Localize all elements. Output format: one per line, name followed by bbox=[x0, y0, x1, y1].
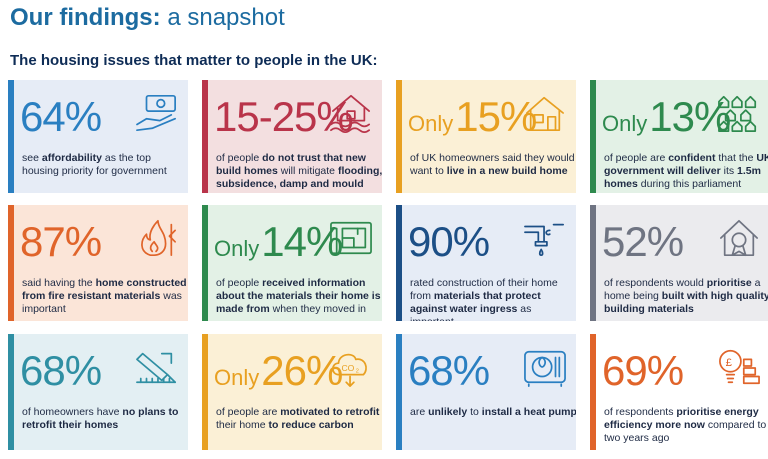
page-title: Our findings: a snapshot bbox=[10, 4, 285, 32]
svg-text:£: £ bbox=[726, 357, 733, 369]
energy-bulb-icon: £ bbox=[714, 346, 764, 388]
stat-value: Only14% bbox=[214, 218, 343, 270]
stat-value: 87% bbox=[20, 218, 102, 265]
title-sub: a snapshot bbox=[160, 4, 285, 31]
stat-description: of respondents would prioritise a home b… bbox=[604, 277, 768, 315]
stat-description: are unlikely to install a heat pump bbox=[410, 406, 576, 418]
stat-description: of people are confident that the UK gove… bbox=[604, 152, 768, 190]
leaking-pipe-icon bbox=[520, 217, 570, 259]
stat-number: 68% bbox=[408, 347, 490, 394]
stat-number: 64% bbox=[20, 93, 102, 140]
stat-prefix: Only bbox=[408, 111, 454, 136]
stat-number: 69% bbox=[602, 347, 684, 394]
stat-value: 64% bbox=[20, 93, 102, 140]
stat-card: 52% of respondents would prioritise a hom… bbox=[590, 205, 768, 321]
co2-cloud-icon: CO 2 bbox=[326, 346, 376, 388]
stat-value: 90% bbox=[408, 218, 490, 265]
svg-text:2: 2 bbox=[356, 369, 359, 375]
stat-card: 64% see affordability as the top housing … bbox=[8, 80, 188, 193]
stat-number: 68% bbox=[20, 347, 102, 394]
stat-card: 69% £ of respondents prioritise energy eff… bbox=[590, 334, 768, 450]
award-house-icon bbox=[714, 217, 764, 259]
stat-card: Only13% of people are confident that the … bbox=[590, 80, 768, 193]
stat-prefix: Only bbox=[214, 236, 260, 261]
stat-value: 52% bbox=[602, 218, 684, 265]
blueprint-icon bbox=[326, 217, 376, 259]
stat-card: 15-25% of people do not trust that new bu… bbox=[202, 80, 382, 193]
fire-icon bbox=[132, 217, 182, 259]
stat-prefix: Only bbox=[214, 365, 260, 390]
stat-card: 68% are unlikely to install a heat pump bbox=[396, 334, 576, 450]
stat-number: 14% bbox=[261, 218, 343, 265]
stat-card: Only15% of UK homeowners said they would … bbox=[396, 80, 576, 193]
saw-icon bbox=[132, 346, 182, 388]
stat-value: Only15% bbox=[408, 93, 537, 145]
stat-value: Only13% bbox=[602, 93, 731, 145]
stat-number: 52% bbox=[602, 218, 684, 265]
stat-number: 90% bbox=[408, 218, 490, 265]
stat-description: of UK homeowners said they would want to… bbox=[410, 152, 575, 177]
section-subtitle: The housing issues that matter to people… bbox=[10, 52, 378, 69]
stat-number: 15% bbox=[455, 93, 537, 140]
stat-description: of people are motivated to retrofit thei… bbox=[216, 406, 380, 431]
house-icon bbox=[520, 92, 570, 134]
stat-number: 26% bbox=[261, 347, 343, 394]
heat-pump-icon bbox=[520, 346, 570, 388]
stat-description: rated construction of their home from ma… bbox=[410, 277, 558, 321]
svg-text:CO: CO bbox=[341, 363, 354, 373]
stat-card: 68% of homeowners have no plans to retrof… bbox=[8, 334, 188, 450]
stat-card: Only14% of people received information ab… bbox=[202, 205, 382, 321]
flooded-house-icon bbox=[326, 92, 376, 134]
stat-number: 13% bbox=[649, 93, 731, 140]
stat-card: Only26% CO 2 of people are motivated to ret… bbox=[202, 334, 382, 450]
stat-description: said having the home constructed from fi… bbox=[22, 277, 187, 315]
stat-card: 87% said having the home constructed from… bbox=[8, 205, 188, 321]
stat-number: 87% bbox=[20, 218, 102, 265]
stat-description: of homeowners have no plans to retrofit … bbox=[22, 406, 179, 431]
title-main: Our findings: bbox=[10, 4, 161, 31]
money-hand-icon bbox=[132, 92, 182, 134]
stat-card: 90% rated construction of their home from… bbox=[396, 205, 576, 321]
houses-grid-icon bbox=[714, 92, 764, 134]
stat-description: of people do not trust that new build ho… bbox=[216, 152, 382, 190]
stat-prefix: Only bbox=[602, 111, 648, 136]
stat-description: see affordability as the top housing pri… bbox=[22, 152, 167, 177]
stat-value: Only26% bbox=[214, 347, 343, 399]
stat-value: 69% bbox=[602, 347, 684, 394]
stat-value: 68% bbox=[20, 347, 102, 394]
stat-description: of people received information about the… bbox=[216, 277, 381, 315]
stat-value: 68% bbox=[408, 347, 490, 394]
stat-description: of respondents prioritise energy efficie… bbox=[604, 406, 767, 444]
